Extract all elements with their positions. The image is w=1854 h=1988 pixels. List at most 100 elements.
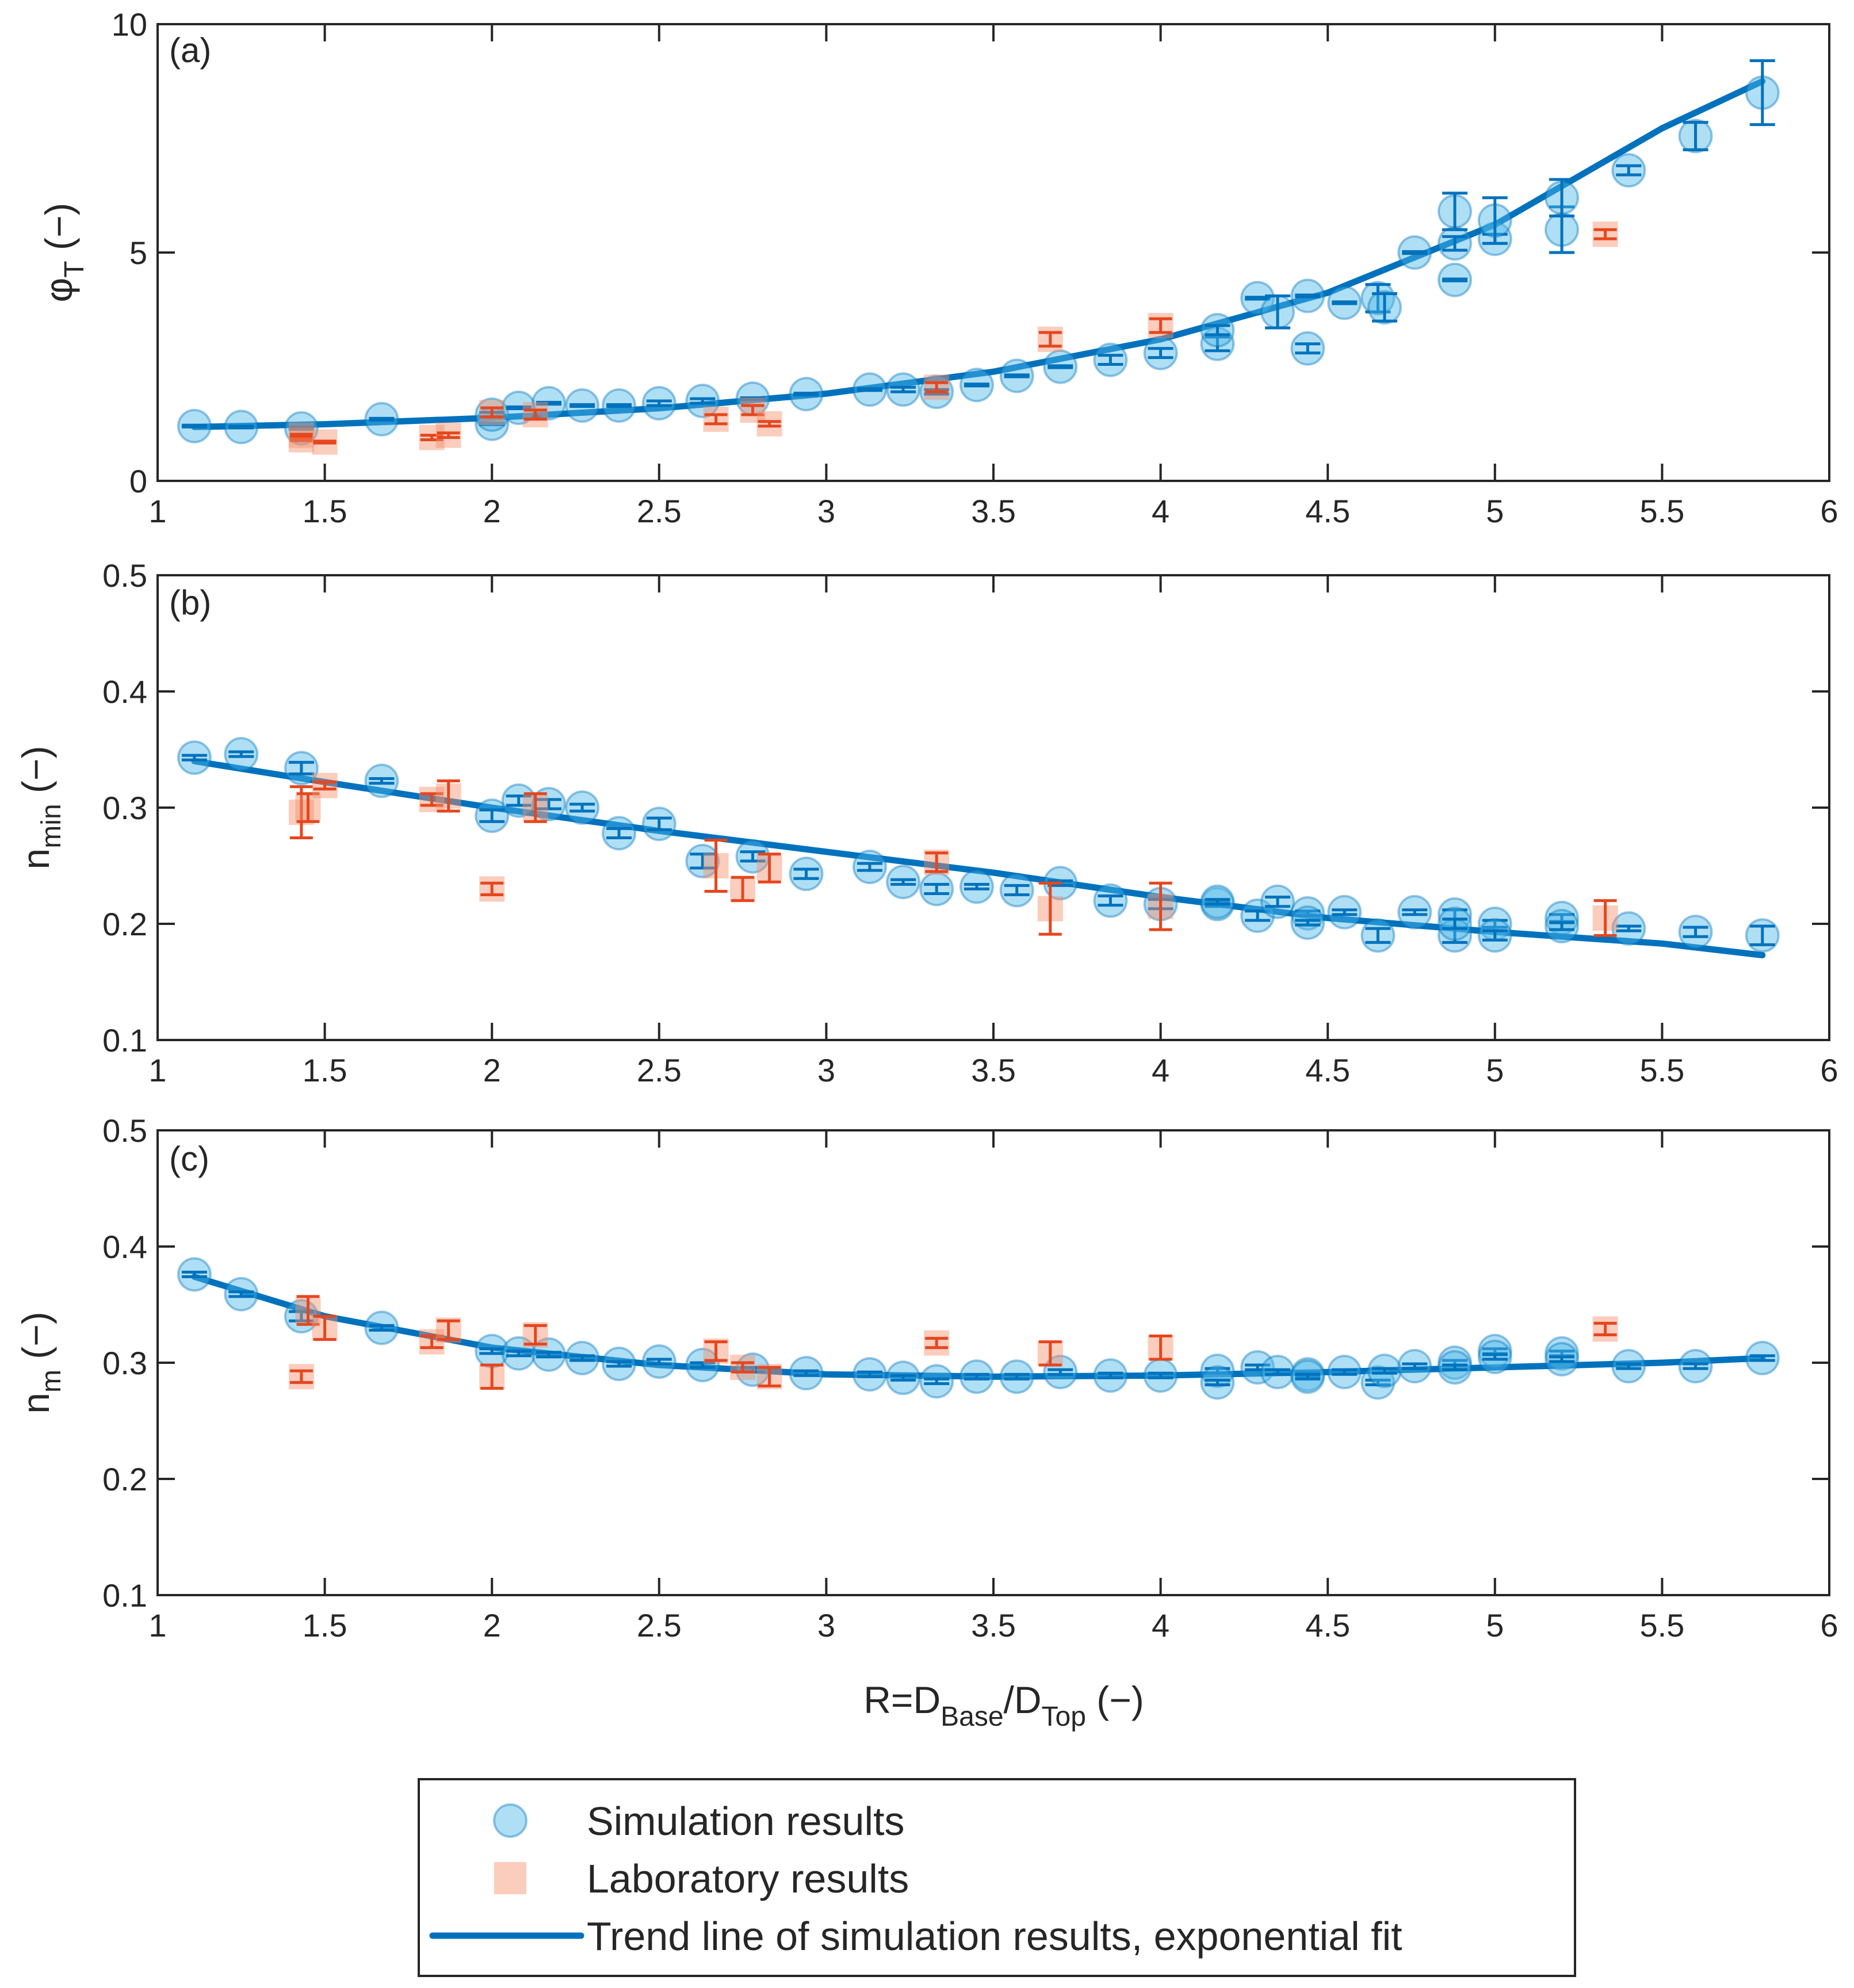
sim-errorbar-b-11 — [740, 850, 766, 863]
y-tick-label-b-0: 0.1 — [102, 1022, 147, 1058]
legend-laboratory-marker — [494, 1862, 526, 1894]
plot-frame-a — [156, 23, 1830, 482]
sim-errorbar-a-8 — [569, 403, 595, 408]
x-axis-title: R=DBase/DTop (−) — [863, 1679, 1144, 1732]
x-tick-label-b-9: 5.5 — [1639, 1052, 1684, 1088]
sim-errorbar-a-23 — [1205, 324, 1230, 337]
y-axis-title-b: nmin (−) — [14, 746, 67, 870]
y-tick-label-b-3: 0.4 — [102, 674, 147, 710]
sim-errorbar-a-34 — [1442, 192, 1468, 231]
sim-errorbar-a-21 — [1148, 347, 1173, 360]
panel-label-c: (c) — [169, 1140, 209, 1178]
sim-errorbar-a-27 — [1295, 293, 1321, 299]
sim-errorbar-c-0 — [181, 1270, 207, 1279]
lab-errorbar-c-3 — [420, 1335, 444, 1349]
lab-errorbar-a-0 — [289, 437, 313, 442]
lab-errorbar-b-9 — [758, 852, 781, 884]
y-tick-label-c-1: 0.2 — [102, 1461, 147, 1497]
x-tick-label-c-8: 5 — [1486, 1607, 1504, 1643]
x-tick-label-a-4: 3 — [817, 493, 835, 529]
legend-simulation-marker — [493, 1803, 527, 1838]
lab-errorbar-a-1 — [289, 433, 313, 438]
panel-a: 1 1.5 2 2.5 3 3.5 4 4.5 5 5.5 6 0 5 10 (a) φT (−) — [37, 6, 1838, 529]
panel-c: 1 1.5 2 2.5 3 3.5 4 4.5 5 5.5 6 0.1 0.2 0.3 0.4 0.5 (c) n… — [14, 1112, 1838, 1643]
sim-errorbar-a-14 — [857, 387, 882, 392]
lab-errorbar-c-0 — [289, 1369, 313, 1384]
lab-errorbar-a-11 — [1038, 331, 1062, 348]
y-title-sub: min — [36, 804, 67, 848]
sim-errorbar-b-4 — [479, 808, 505, 823]
lab-errorbar-a-2 — [313, 439, 337, 445]
sim-errorbar-c-32 — [1442, 1363, 1468, 1371]
sim-errorbar-b-24 — [1265, 896, 1291, 908]
lab-errorbar-b-2 — [313, 781, 337, 791]
lab-errorbar-c-12 — [1149, 1335, 1172, 1361]
sim-errorbar-b-16 — [964, 882, 989, 890]
lab-errorbar-b-3 — [420, 792, 444, 807]
lab-errorbar-b-6 — [523, 792, 547, 823]
x-tick-label-c-4: 3 — [817, 1607, 835, 1643]
lab-errorbar-c-6 — [523, 1324, 547, 1346]
legend-trend-label: Trend line of simulation results, expone… — [587, 1914, 1402, 1959]
lab-errorbar-b-13 — [1593, 899, 1617, 937]
x-tick-label-c-3: 2.5 — [637, 1607, 682, 1643]
sim-errorbar-a-32 — [1442, 277, 1468, 282]
x-tick-label-b-10: 6 — [1820, 1052, 1838, 1088]
lab-errorbar-a-5 — [480, 406, 504, 419]
sim-errorbar-c-36 — [1549, 1355, 1575, 1363]
sim-errorbar-b-36 — [1549, 921, 1575, 931]
lab-errorbar-a-12 — [1149, 317, 1172, 334]
sim-errorbar-b-8 — [606, 827, 632, 840]
trend-line-b — [191, 758, 1766, 958]
sim-errorbar-a-36 — [1482, 196, 1508, 245]
sim-errorbar-c-3 — [369, 1324, 395, 1332]
sim-errorbar-a-18 — [1004, 373, 1030, 379]
x-tick-label-a-8: 5 — [1486, 493, 1504, 529]
sim-errorbar-a-3 — [369, 416, 395, 422]
x-tick-label-c-9: 5.5 — [1639, 1607, 1684, 1643]
x-tick-label-b-1: 1.5 — [303, 1052, 347, 1088]
y-title-end: (−) — [37, 203, 80, 261]
panel-label-b: (b) — [169, 583, 211, 622]
sim-errorbar-b-27 — [1332, 908, 1358, 916]
sim-errorbar-a-39 — [1616, 164, 1642, 177]
sim-errorbar-a-15 — [890, 385, 916, 393]
sim-errorbar-a-12 — [740, 396, 766, 402]
panel-label-a: (a) — [169, 31, 211, 70]
sim-errorbar-a-11 — [690, 397, 716, 405]
panels: 1 1.5 2 2.5 3 3.5 4 4.5 5 5.5 6 0 5 10 (a) φT (−) 1 1.5 2 2… — [14, 6, 1838, 1643]
y-tick-label-b-4: 0.5 — [102, 557, 147, 594]
sim-errorbar-a-4 — [479, 421, 505, 426]
sim-errorbar-c-30 — [1402, 1362, 1428, 1370]
y-title-sub: m — [36, 1370, 67, 1393]
lab-errorbar-b-5 — [480, 881, 504, 896]
y-title-main: n — [14, 1393, 57, 1414]
lab-errorbar-a-4 — [437, 431, 460, 439]
sim-errorbar-c-12 — [793, 1369, 819, 1377]
lab-errorbar-b-12 — [1149, 881, 1172, 931]
sim-errorbar-b-12 — [793, 867, 819, 880]
lab-errorbar-c-9 — [758, 1366, 781, 1387]
y-tick-label-a-2: 10 — [112, 6, 147, 43]
sim-errorbar-a-28 — [1332, 300, 1358, 305]
lab-errorbar-c-2 — [313, 1314, 337, 1341]
y-tick-label-a-0: 0 — [129, 463, 147, 499]
sim-errorbar-b-28 — [1365, 927, 1391, 944]
sim-errorbar-b-2 — [288, 760, 314, 775]
sim-errorbar-b-29 — [1402, 908, 1428, 916]
sim-errorbar-a-0 — [181, 423, 207, 429]
sim-errorbar-c-5 — [506, 1349, 532, 1358]
lab-errorbar-b-11 — [1038, 881, 1062, 936]
x-tick-label-a-7: 4.5 — [1305, 493, 1350, 529]
sim-errorbar-c-29 — [1372, 1367, 1398, 1375]
sim-errorbar-b-17 — [1004, 884, 1030, 896]
lab-errorbar-c-1 — [296, 1295, 320, 1326]
sim-errorbar-b-37 — [1616, 924, 1642, 932]
lab-errorbar-a-6 — [523, 408, 547, 421]
x-tick-label-c-0: 1 — [148, 1607, 166, 1643]
sim-errorbar-b-34 — [1482, 929, 1508, 942]
sim-errorbar-c-39 — [1749, 1354, 1775, 1362]
lab-errorbar-a-8 — [741, 404, 764, 416]
x-title-sub2: Top — [1042, 1702, 1086, 1732]
